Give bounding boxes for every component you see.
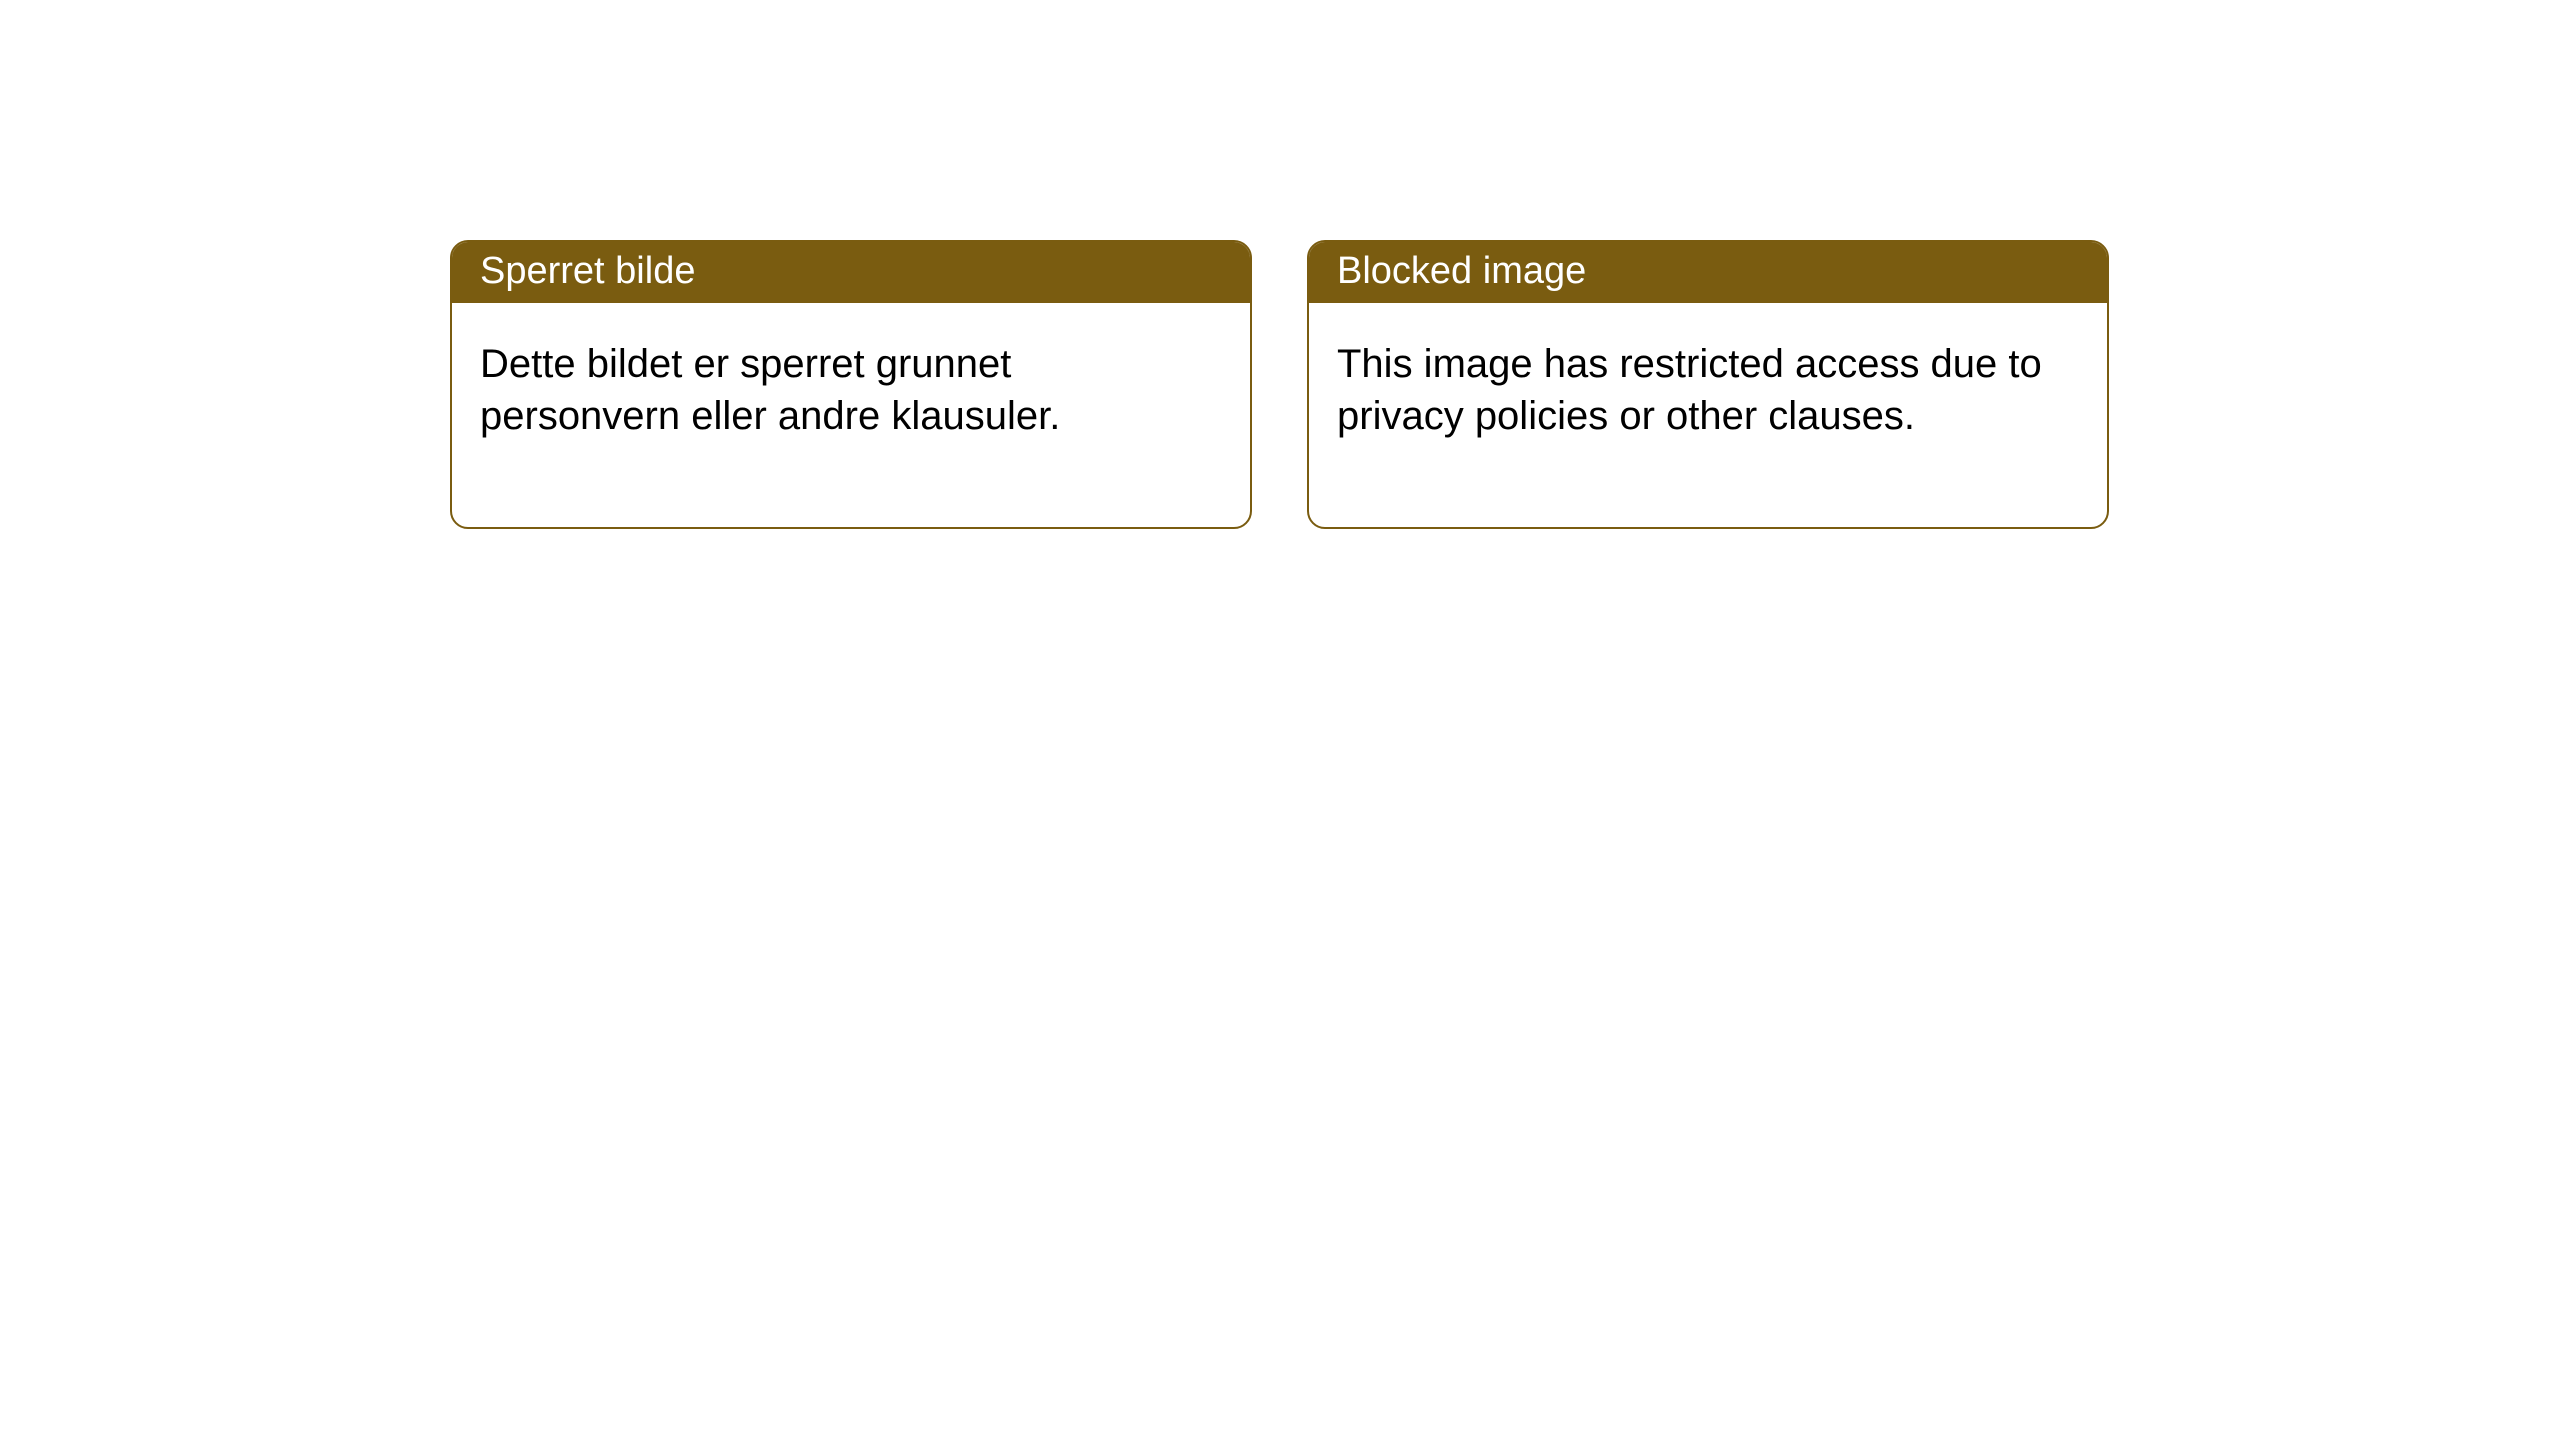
notice-card-norwegian: Sperret bilde Dette bildet er sperret gr… [450,240,1252,529]
notice-card-english: Blocked image This image has restricted … [1307,240,2109,529]
notice-title: Blocked image [1309,242,2107,303]
notice-body: Dette bildet er sperret grunnet personve… [452,303,1250,527]
notice-body: This image has restricted access due to … [1309,303,2107,527]
notice-title: Sperret bilde [452,242,1250,303]
notice-container: Sperret bilde Dette bildet er sperret gr… [0,0,2560,529]
